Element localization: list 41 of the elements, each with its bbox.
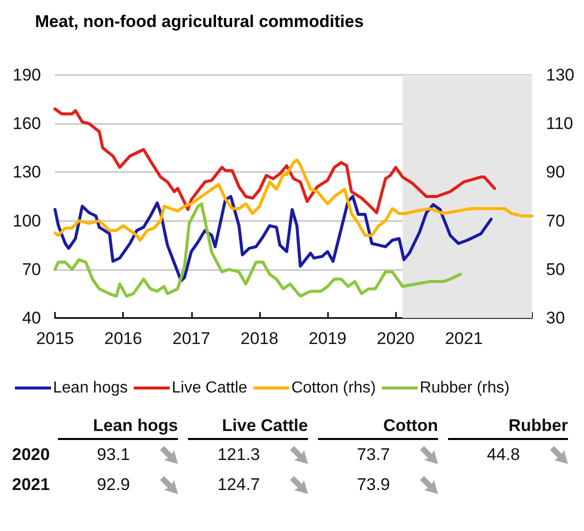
y2-tick-label: 30 [546, 308, 565, 328]
text: 124.7 [217, 475, 260, 494]
text: 44.8 [486, 445, 520, 464]
y2-tick-label: 70 [546, 211, 565, 230]
x-tick-label: 2015 [36, 329, 74, 348]
category-label: Live Cattle [188, 416, 308, 440]
y-tick-label: 40 [22, 308, 41, 328]
y-tick-label: 190 [12, 66, 41, 84]
category-label: 2020 [12, 445, 50, 464]
text: 121.3 [217, 445, 260, 464]
y-tick-label: 70 [22, 260, 41, 279]
category-label: Rubber [448, 416, 568, 440]
legend-label: Cotton (rhs) [291, 380, 376, 396]
y-tick-label: 160 [12, 114, 41, 134]
category-label: Cotton [318, 416, 438, 440]
x-tick-label: 2016 [104, 329, 142, 348]
line-series [54, 158, 534, 242]
legend-label: Rubber (rhs) [420, 380, 510, 396]
y2-tick-label: 130 [546, 66, 574, 84]
y2-tick-label: 50 [546, 260, 565, 279]
line-series [54, 202, 462, 298]
x-tick-label: 2020 [376, 329, 415, 348]
y-tick-label: 130 [12, 162, 41, 182]
y-tick-label: 100 [12, 211, 41, 230]
text: 73.9 [356, 475, 390, 494]
text: 93.1 [96, 445, 130, 464]
line-series [54, 195, 493, 282]
x-tick-label: 2017 [172, 329, 210, 348]
y2-tick-label: 110 [546, 114, 574, 134]
chart-title: Meat, non-food agricultural commodities [35, 12, 364, 31]
category-label: 2021 [12, 475, 50, 494]
x-tick-label: 2021 [444, 329, 483, 348]
line-series [54, 108, 496, 214]
x-tick-label: 2019 [308, 329, 346, 348]
y2-tick-label: 90 [546, 162, 565, 182]
legend-label: Lean hogs [53, 380, 128, 396]
x-tick-label: 2018 [240, 329, 278, 348]
legend-label: Live Cattle [172, 380, 248, 396]
category-label: Lean hogs [58, 416, 178, 440]
text: 73.7 [356, 445, 390, 464]
text: 92.9 [96, 475, 130, 494]
